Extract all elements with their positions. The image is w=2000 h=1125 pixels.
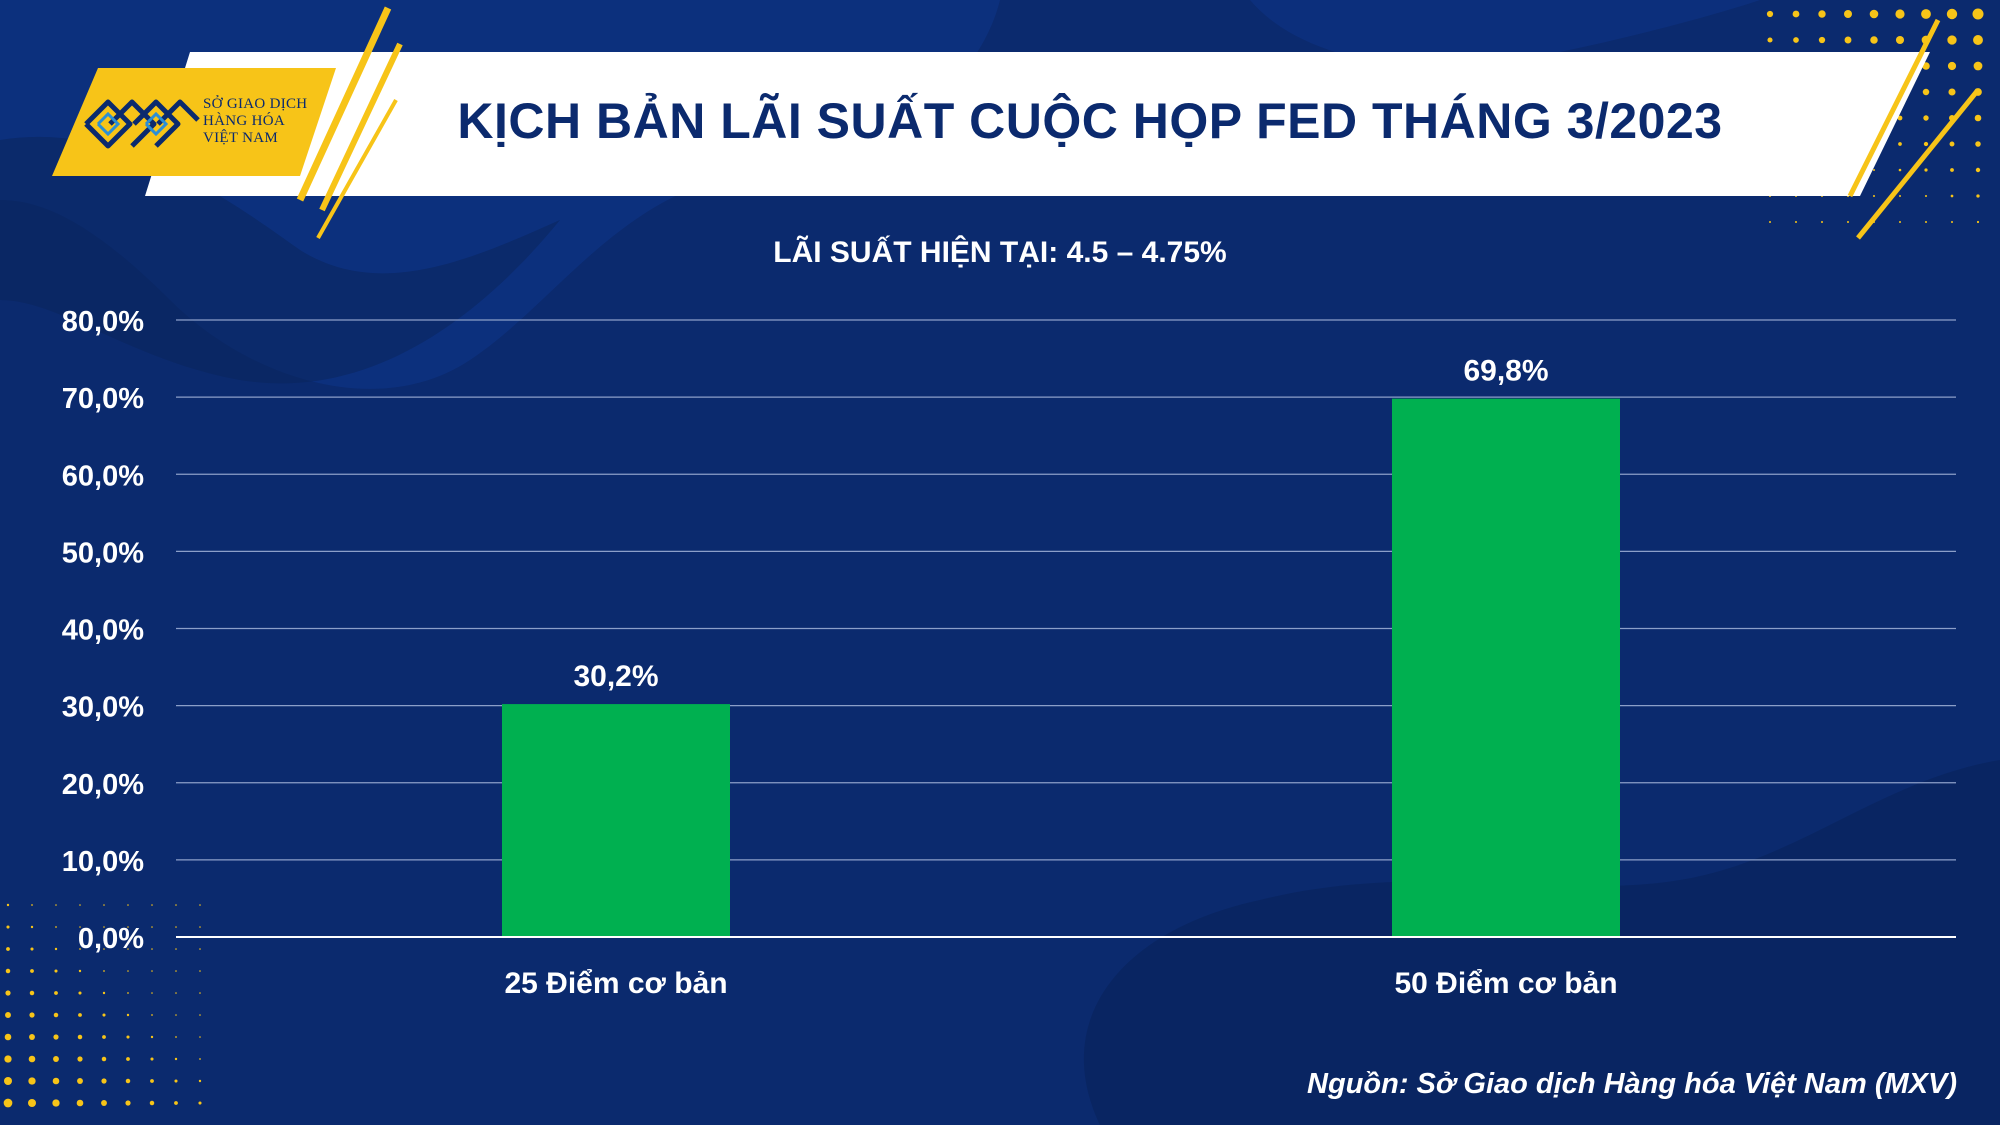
logo-line: SỞ GIAO DỊCH xyxy=(203,96,308,112)
x-tick-label: 50 Điểm cơ bản xyxy=(1394,967,1617,1000)
y-tick-label: 60,0% xyxy=(62,460,144,492)
title-band xyxy=(145,52,1930,196)
chart-subtitle: LÃI SUẤT HIỆN TẠI: 4.5 – 4.75% xyxy=(773,236,1227,269)
x-tick-label: 25 Điểm cơ bản xyxy=(504,967,727,1000)
page-title: KỊCH BẢN LÃI SUẤT CUỘC HỌP FED THÁNG 3/2… xyxy=(457,93,1723,149)
y-tick-label: 40,0% xyxy=(62,615,144,647)
bar xyxy=(1392,398,1620,938)
source-note: Nguồn: Sở Giao dịch Hàng hóa Việt Nam (M… xyxy=(1307,1068,1957,1100)
header-banner xyxy=(52,6,1980,240)
logo-mark-accent-icon xyxy=(96,111,169,137)
data-label: 30,2% xyxy=(573,660,658,693)
y-tick-label: 30,0% xyxy=(62,692,144,724)
logo-line: VIỆT NAM xyxy=(203,130,279,146)
y-tick-label: 0,0% xyxy=(78,923,144,955)
y-tick-label: 50,0% xyxy=(62,537,144,569)
data-label: 69,8% xyxy=(1463,355,1548,388)
y-tick-label: 20,0% xyxy=(62,769,144,801)
y-tick-label: 80,0% xyxy=(62,306,144,338)
bar xyxy=(502,704,730,937)
logo-line: HÀNG HÓA xyxy=(203,113,285,129)
logo-band xyxy=(52,68,336,176)
logo-mark-icon xyxy=(84,99,200,149)
logo-text: SỞ GIAO DỊCH HÀNG HÓA VIỆT NAM xyxy=(203,96,333,147)
y-tick-label: 70,0% xyxy=(62,383,144,415)
y-tick-label: 10,0% xyxy=(62,846,144,878)
